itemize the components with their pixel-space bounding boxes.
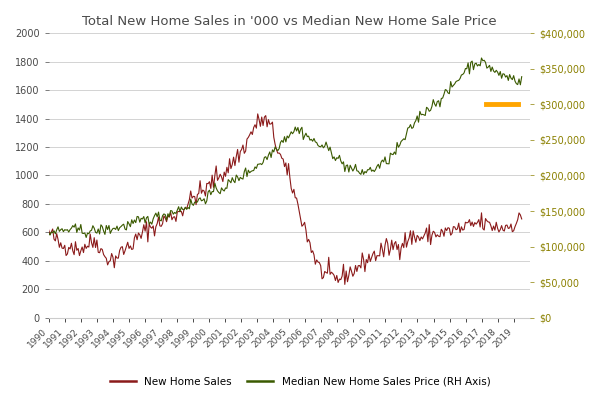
Legend: New Home Sales, Median New Home Sales Price (RH Axis): New Home Sales, Median New Home Sales Pr… — [106, 373, 494, 391]
Title: Total New Home Sales in '000 vs Median New Home Sale Price: Total New Home Sales in '000 vs Median N… — [82, 15, 497, 28]
